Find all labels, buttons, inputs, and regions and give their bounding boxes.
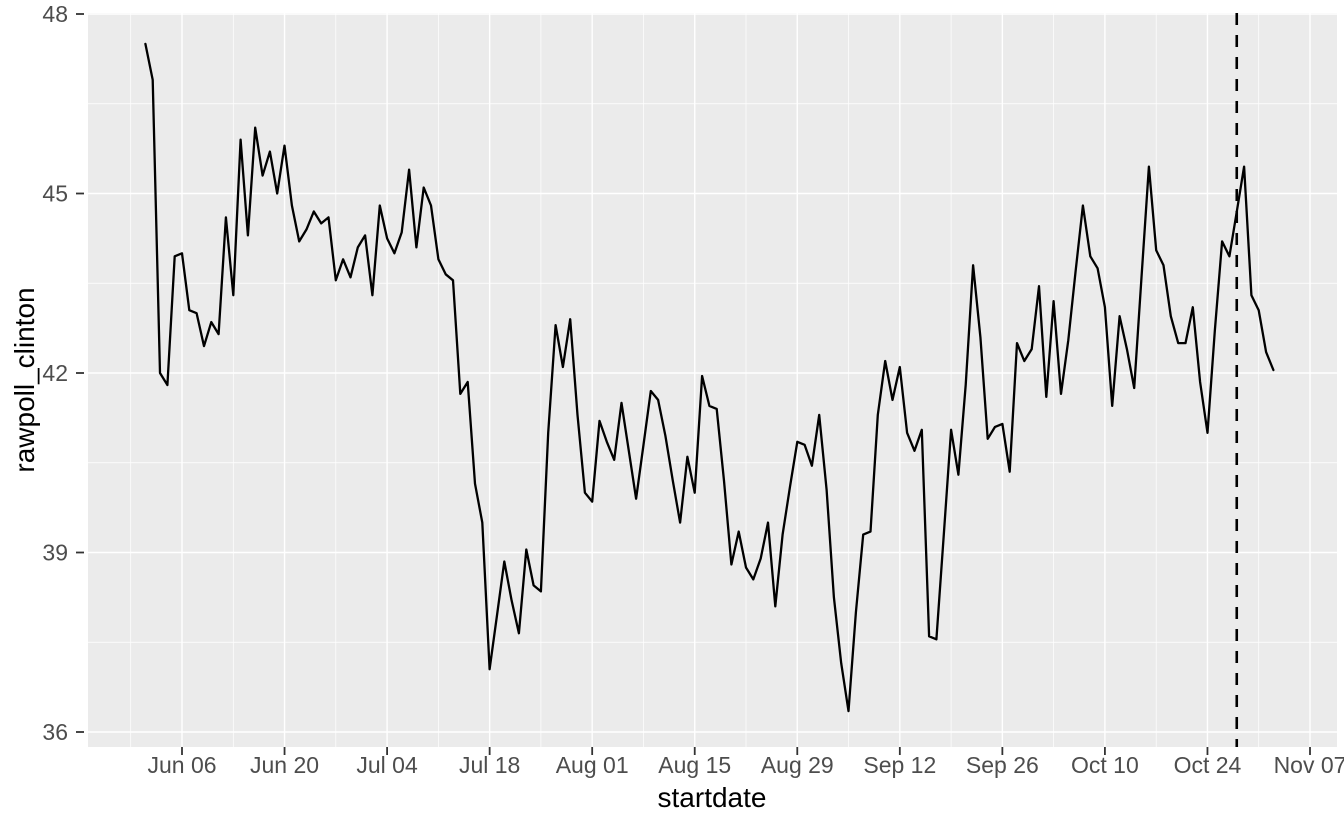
x-axis-title: startdate	[658, 782, 767, 813]
axis-tick-marks	[76, 13, 1311, 755]
x-tick-label: Nov 07	[1274, 752, 1344, 778]
x-tick-label: Sep 12	[863, 752, 936, 778]
axis-tick-labels: 36 39 42 45 48 Jun 06 Jun 20 Jul 04 Jul 18 Aug 01…	[42, 1, 1344, 778]
data-series	[144, 13, 1275, 747]
x-tick-label: Aug 15	[658, 752, 731, 778]
x-tick-label: Sep 26	[966, 752, 1039, 778]
y-tick-label: 48	[42, 1, 68, 27]
x-tick-label: Jun 06	[147, 752, 216, 778]
poll-line-rawpoll_clinton	[144, 42, 1275, 713]
panel-background	[88, 13, 1337, 747]
y-axis-title: rawpoll_clinton	[9, 287, 40, 472]
plot-panel	[88, 13, 1337, 747]
x-tick-label: Jul 18	[459, 752, 520, 778]
x-tick-label: Jul 04	[356, 752, 418, 778]
x-tick-label: Oct 24	[1174, 752, 1242, 778]
x-tick-label: Jun 20	[250, 752, 319, 778]
y-tick-label: 45	[42, 181, 68, 207]
minor-gridlines	[88, 13, 1337, 747]
y-tick-label: 42	[42, 360, 68, 386]
y-tick-label: 36	[42, 719, 68, 745]
x-tick-label: Aug 01	[556, 752, 629, 778]
y-tick-label: 39	[42, 540, 68, 566]
x-tick-label: Oct 10	[1071, 752, 1139, 778]
major-gridlines	[88, 13, 1337, 747]
x-tick-label: Aug 29	[761, 752, 834, 778]
